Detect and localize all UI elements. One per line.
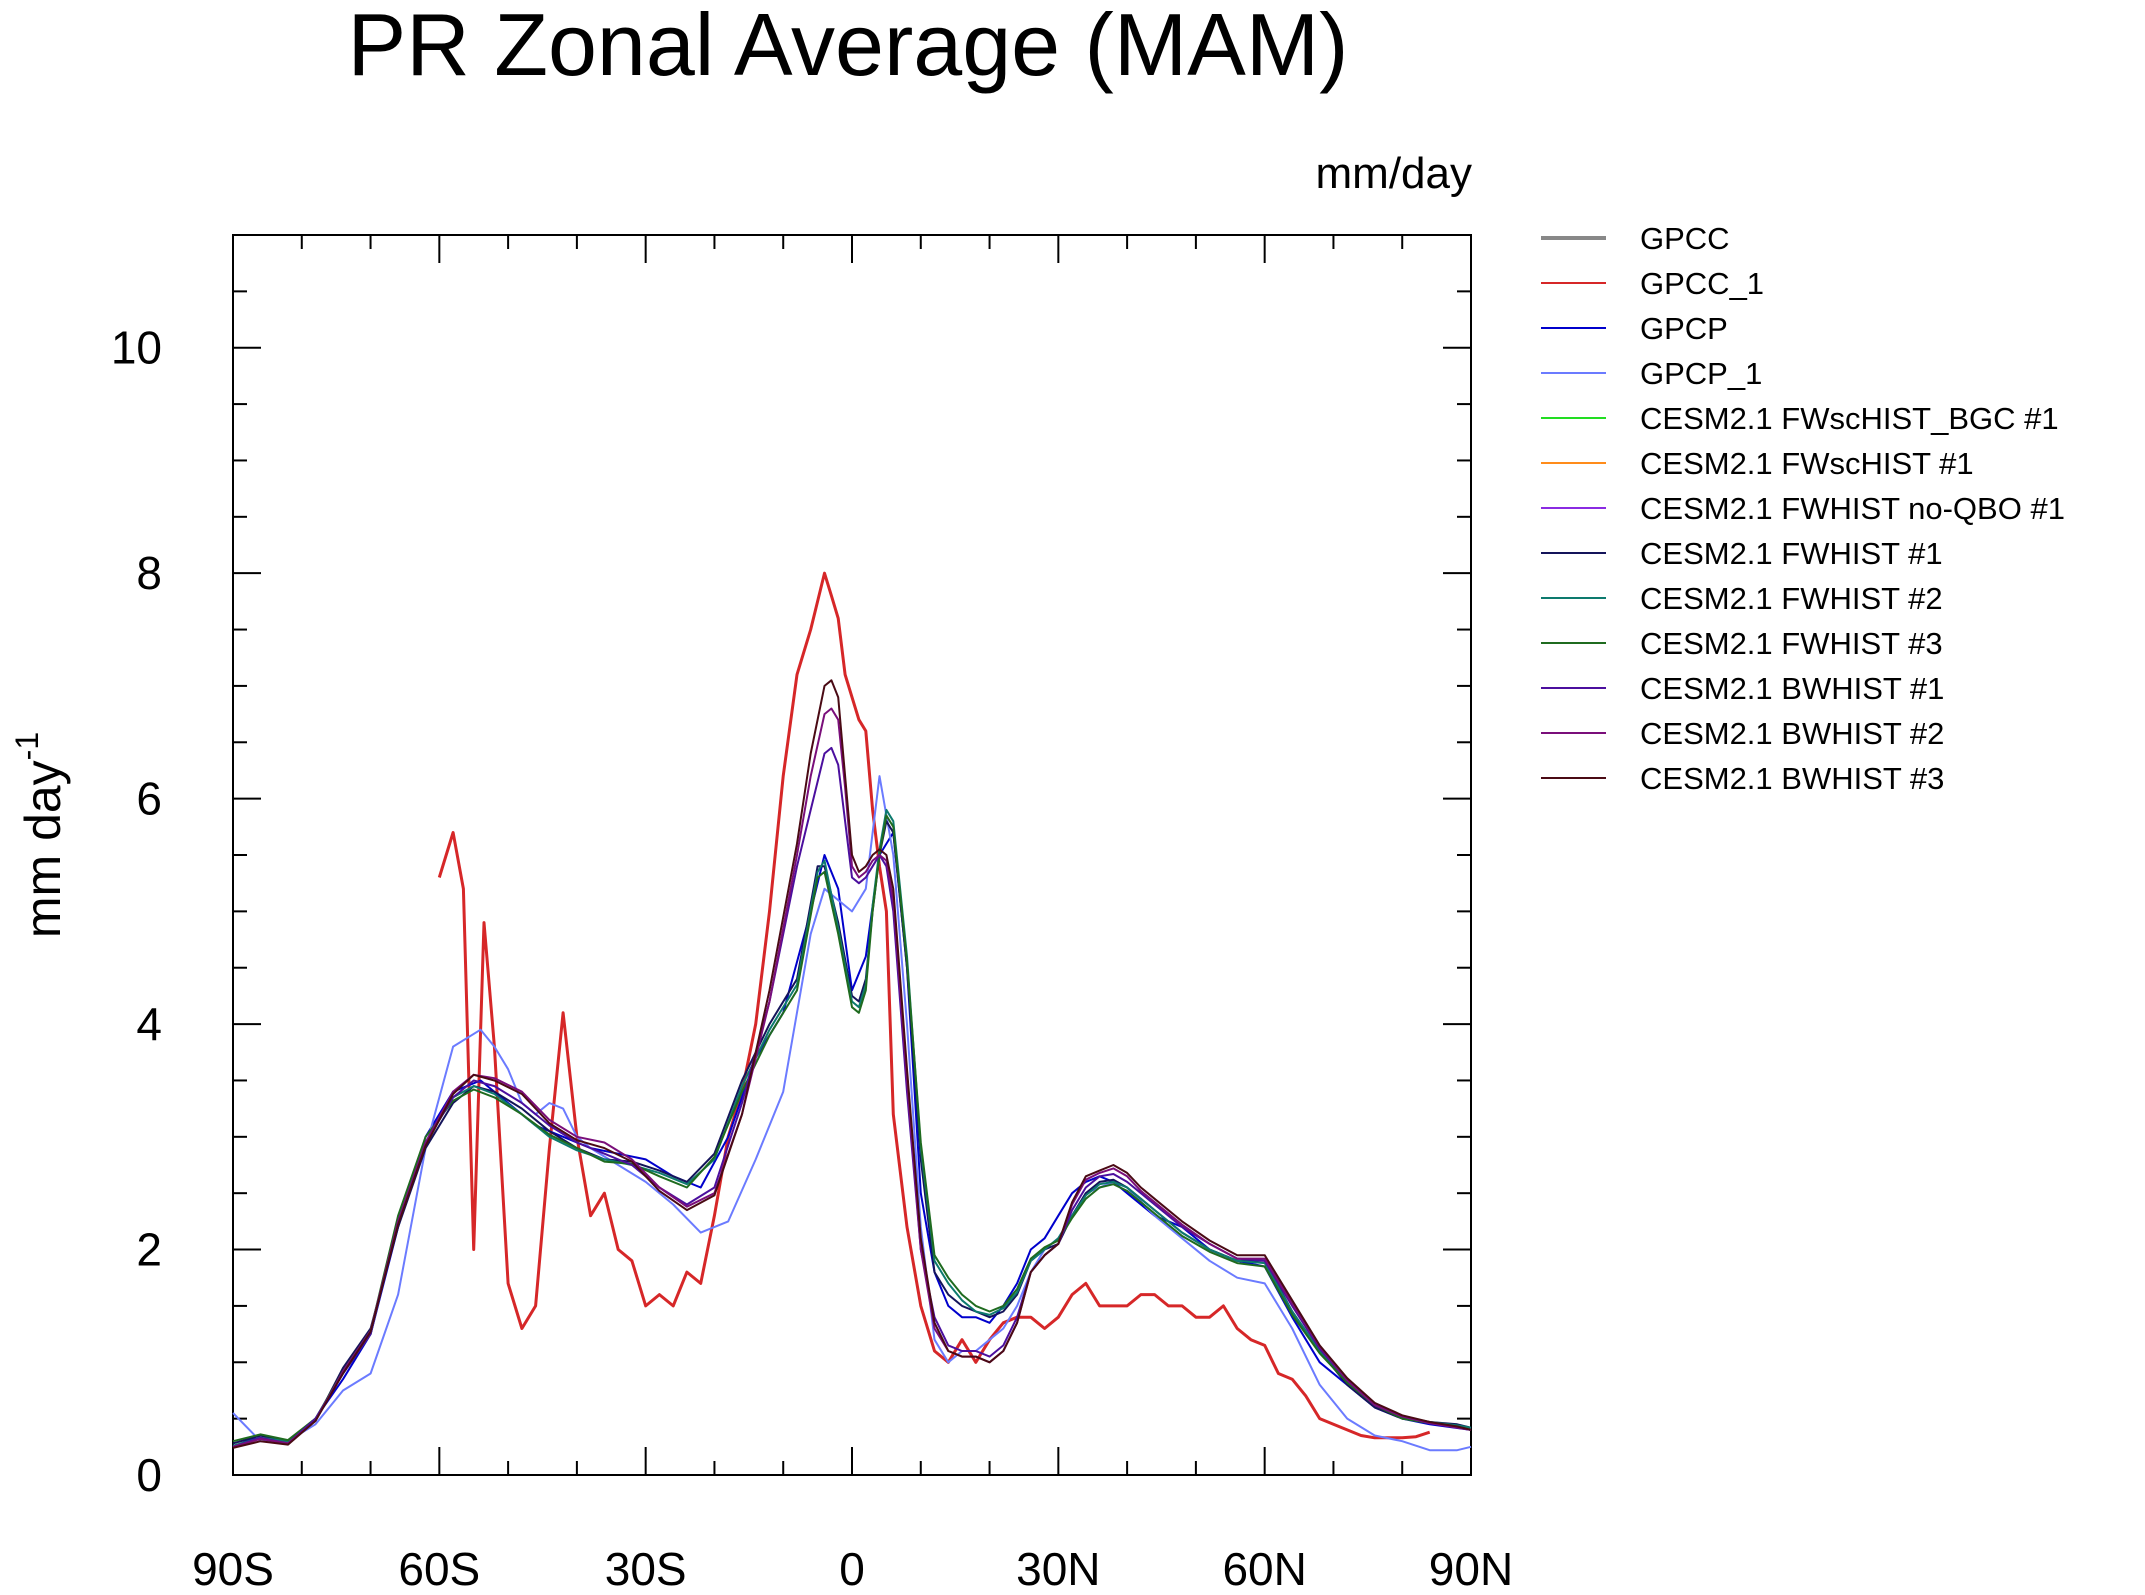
units-label: mm/day (1316, 149, 1472, 198)
x-tick-label: 30N (1016, 1543, 1100, 1595)
y-tick-label: 10 (111, 322, 162, 374)
series-line-8 (232, 820, 1472, 1445)
x-tick-label: 30S (605, 1543, 687, 1595)
series-line-4 (232, 775, 1472, 1452)
x-tick-label: 60N (1222, 1543, 1306, 1595)
y-axis-label: mm day-1 (9, 732, 71, 938)
series-line-10 (232, 814, 1472, 1443)
legend-entry-label: CESM2.1 FWscHIST_BGC #1 (1640, 401, 2059, 436)
x-tick-label: 90S (192, 1543, 274, 1595)
series-line-3 (232, 831, 1472, 1448)
series-line-12 (232, 707, 1472, 1448)
y-tick-labels: 0 2 4 6 8 10 (111, 322, 162, 1501)
legend-entry-label: CESM2.1 BWHIST #1 (1640, 671, 1944, 706)
legend-entry-label: CESM2.1 FWHIST #3 (1640, 626, 1943, 661)
series-line-9 (232, 808, 1472, 1447)
y-axis-label-superscript: -1 (9, 732, 45, 760)
legend-entry-label: GPCC (1640, 221, 1730, 256)
x-tick-label: 0 (839, 1543, 865, 1595)
legend-entry-label: CESM2.1 FWHIST #1 (1640, 536, 1943, 571)
series-lines (232, 571, 1472, 1452)
legend: GPCC GPCC_1 GPCP GPCP_1 CESM2.1 FWscHIST_BGC… (1541, 221, 2065, 796)
chart-title: PR Zonal Average (MAM) (348, 0, 1349, 94)
x-tick-labels: 90S 60S 30S 0 30N 60N 90N (192, 1543, 1513, 1595)
axis-ticks (232, 234, 1472, 1476)
series-line-2 (437, 571, 1431, 1440)
plot-area (232, 234, 1472, 1476)
legend-entry-label: CESM2.1 FWHIST #2 (1640, 581, 1943, 616)
legend-entry-label: CESM2.1 FWscHIST #1 (1640, 446, 1974, 481)
legend-entry-label: CESM2.1 BWHIST #2 (1640, 716, 1944, 751)
y-tick-label: 4 (136, 998, 162, 1050)
y-tick-label: 6 (136, 773, 162, 825)
legend-entry-label: GPCP_1 (1640, 356, 1762, 391)
y-tick-label: 8 (136, 547, 162, 599)
legend-entry-label: GPCC_1 (1640, 266, 1764, 301)
series-line-13 (232, 679, 1472, 1449)
y-tick-label: 2 (136, 1224, 162, 1276)
x-tick-label: 90N (1429, 1543, 1513, 1595)
y-axis-label-text: mm day (15, 760, 71, 938)
legend-entry-label: CESM2.1 BWHIST #3 (1640, 761, 1944, 796)
legend-entry-label: GPCP (1640, 311, 1728, 346)
x-tick-label: 60S (398, 1543, 480, 1595)
legend-entry-label: CESM2.1 FWHIST no-QBO #1 (1640, 491, 2065, 526)
y-tick-label: 0 (136, 1449, 162, 1501)
